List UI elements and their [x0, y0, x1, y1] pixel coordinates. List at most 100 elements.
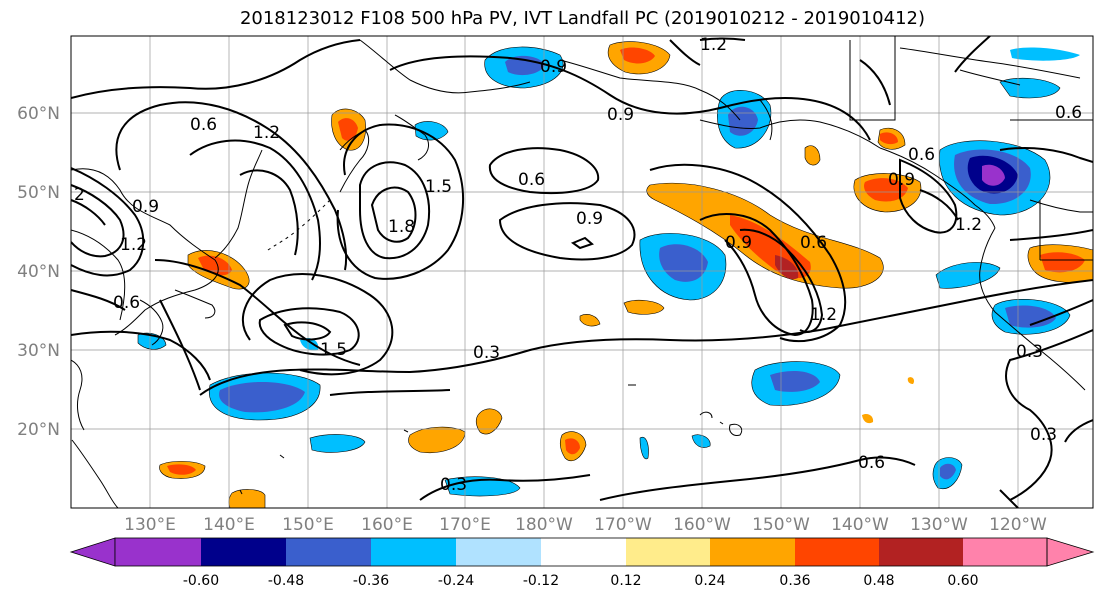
contour-label: 0.9 [132, 197, 159, 217]
contour-label: 0.9 [607, 105, 634, 125]
colorbar-swatch [456, 538, 541, 566]
pos-patch [907, 377, 915, 384]
map-frame [70, 35, 1094, 509]
contour-label: 0.3 [440, 475, 467, 495]
pos-patch [565, 438, 580, 455]
contour-label: 0.6 [190, 115, 217, 135]
contour-label: 0.6 [113, 293, 140, 313]
neg-patch [300, 338, 319, 351]
pos-patch [804, 145, 821, 166]
colorbar-tick-label: 0.36 [779, 573, 811, 589]
neg-patch [691, 434, 711, 448]
colorbar-tick-label: 0.60 [947, 573, 979, 589]
neg-patch [659, 244, 708, 282]
lat-label-30n: 30°N [17, 341, 60, 361]
contour-label: 0.3 [473, 343, 500, 363]
pos-patch [862, 413, 874, 424]
colorbar-tick-label: 0.12 [610, 573, 642, 589]
contour-label: 1.2 [810, 305, 837, 325]
lon-label: 170°W [594, 515, 652, 535]
neg-patch [982, 164, 1005, 186]
contour-label: 1.2 [955, 215, 982, 235]
lon-label: 170°E [439, 515, 491, 535]
lat-label-60n: 60°N [17, 104, 60, 124]
neg-patch [1010, 47, 1080, 61]
contour-label: 0.6 [518, 170, 545, 190]
contour-label: 0.9 [540, 57, 567, 77]
contour-label: 1.8 [388, 217, 415, 237]
neg-patch [414, 121, 449, 141]
colorbar-swatch [795, 538, 879, 566]
colorbar [69, 537, 1095, 567]
pos-patch [620, 47, 655, 64]
colorbar-frame [114, 537, 1048, 567]
lon-label: 180°W [515, 515, 573, 535]
pos-patch [623, 299, 665, 315]
pos-patch [880, 132, 898, 145]
lon-label: 150°E [282, 515, 334, 535]
chart-title: 2018123012 F108 500 hPa PV, IVT Landfall… [239, 8, 926, 29]
pos-patch [408, 426, 466, 453]
lon-label: 130°W [910, 515, 968, 535]
contour-label: 1.2 [700, 35, 727, 55]
contour-label: 2 [74, 185, 85, 205]
colorbar-swatch [286, 538, 371, 566]
contour-label: 0.9 [576, 209, 603, 229]
neg-patch [770, 370, 820, 392]
pos-patch [1040, 252, 1085, 273]
colorbar-swatch [115, 538, 201, 566]
colorbar-tick-label: -0.48 [267, 573, 305, 589]
pos-patch [475, 408, 503, 435]
lon-label: 120°W [989, 515, 1047, 535]
contour-labels: 1.2 0.9 0.6 1.2 1.5 1.8 0.6 0.9 2 0.9 0.… [74, 35, 1082, 495]
lon-label: 160°E [361, 515, 413, 535]
contour-label: 0.3 [1030, 425, 1057, 445]
contour-label: 0.6 [1055, 103, 1082, 123]
contour-label: 0.6 [800, 233, 827, 253]
contour-lines [71, 36, 1093, 508]
lon-label: 130°E [124, 515, 176, 535]
contour-label: 0.6 [908, 145, 935, 165]
contour-label: 1.5 [320, 340, 347, 360]
contour-label: 0.6 [858, 453, 885, 473]
pos-patch [338, 118, 358, 141]
neg-patch [639, 436, 649, 460]
colorbar-tick-label: -0.24 [437, 573, 475, 589]
colorbar-swatch [963, 538, 1047, 566]
pos-patch [579, 314, 601, 327]
pos-patch [167, 464, 196, 475]
contour-label: 1.2 [120, 235, 147, 255]
colorbar-swatch [879, 538, 963, 566]
colorbar-extend-low [69, 537, 116, 567]
colorbar-swatch [201, 538, 286, 566]
colorbar-tick-label: 0.48 [863, 573, 895, 589]
colorbar-extend-high [1046, 537, 1095, 567]
neg-patch [219, 381, 305, 413]
neg-patch [999, 77, 1061, 99]
colorbar-swatch [626, 538, 710, 566]
neg-patch [940, 463, 956, 480]
lat-label-50n: 50°N [17, 183, 60, 203]
colorbar-tick-label: 0.24 [694, 573, 726, 589]
pos-patch [228, 489, 266, 508]
coastlines [71, 36, 1093, 508]
colorbar-swatch [541, 538, 626, 566]
colorbar-tick-label: -0.12 [522, 573, 560, 589]
lon-label: 160°W [673, 515, 731, 535]
colorbar-tick-label: -0.60 [182, 573, 220, 589]
contour-label: 1.2 [253, 123, 280, 143]
lon-label: 140°E [203, 515, 255, 535]
neg-patch [935, 262, 1001, 289]
colorbar-tick-label: -0.36 [352, 573, 390, 589]
contour-label: 0.9 [725, 233, 752, 253]
pos-patch [864, 178, 908, 202]
contour-label: 1.5 [425, 177, 452, 197]
lon-label: 140°W [831, 515, 889, 535]
lat-label-40n: 40°N [17, 262, 60, 282]
neg-patch [505, 55, 545, 76]
colorbar-swatch [710, 538, 795, 566]
neg-patch [309, 434, 366, 453]
contour-label: 0.9 [888, 170, 915, 190]
contour-label: 0.3 [1016, 342, 1043, 362]
